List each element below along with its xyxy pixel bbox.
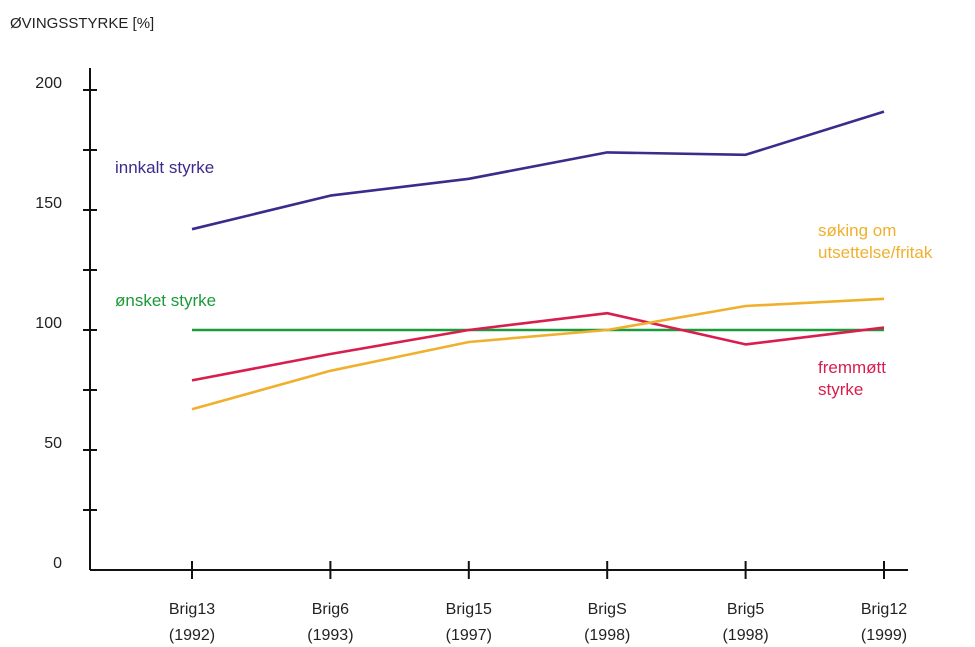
x-tick-label-name: Brig5 <box>727 601 764 618</box>
x-tick-label-year: (1998) <box>584 627 630 644</box>
series-labels: innkalt styrke ønsket styrke fremmøtt styrk… <box>115 158 933 399</box>
x-tick-label-year: (1998) <box>722 627 768 644</box>
y-tick-label: 150 <box>35 195 62 212</box>
x-tick-label-name: Brig6 <box>312 601 349 618</box>
series-label: utsettelse/fritak <box>818 243 933 262</box>
series-label: ønsket styrke <box>115 291 216 310</box>
x-tick-label-year: (1999) <box>861 627 907 644</box>
series-label: styrke <box>818 380 863 399</box>
series-line-0 <box>191 110 885 231</box>
series-line-3 <box>191 297 885 411</box>
y-tick-label: 100 <box>35 315 62 332</box>
y-tick-label: 50 <box>44 435 62 452</box>
x-tick-label-name: Brig13 <box>169 601 215 618</box>
x-tick-label-year: (1993) <box>307 627 353 644</box>
x-tick-label-name: Brig12 <box>861 601 907 618</box>
x-tick-label-name: Brig15 <box>446 601 492 618</box>
y-tick-label: 200 <box>35 75 62 92</box>
x-tick-label-year: (1997) <box>446 627 492 644</box>
series-lines <box>191 110 885 411</box>
axes: 0 50 100 150 200 Brig13 (1992) Brig6 (1993) Brig1… <box>35 68 908 644</box>
y-axis-title: ØVINGSSTYRKE [%] <box>10 15 155 32</box>
x-tick-label-name: BrigS <box>588 601 627 618</box>
y-tick-label: 0 <box>53 555 62 572</box>
series-label: fremmøtt <box>818 358 886 377</box>
series-label: innkalt styrke <box>115 158 214 177</box>
series-label: søking om <box>818 221 896 240</box>
series-line-2 <box>191 311 885 382</box>
x-tick-label-year: (1992) <box>169 627 215 644</box>
